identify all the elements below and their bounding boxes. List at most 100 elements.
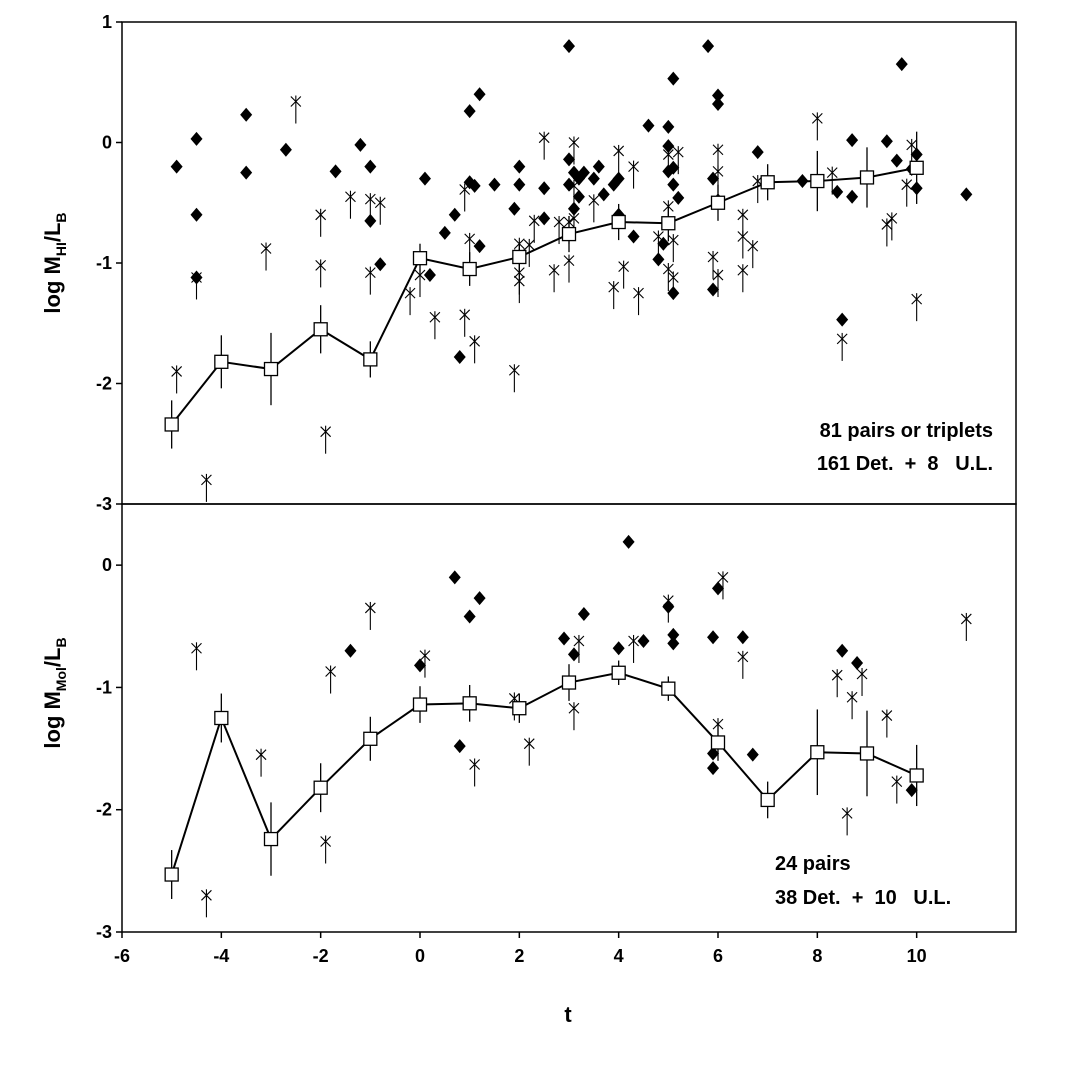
detection-point — [190, 207, 203, 222]
mean-point — [214, 354, 229, 369]
detection-point — [612, 641, 625, 656]
detection-point — [463, 104, 476, 119]
detection-point — [890, 153, 903, 168]
upper-limit-point — [747, 240, 759, 269]
mean-line — [170, 671, 918, 875]
upper-limit-point — [667, 234, 679, 263]
detection-point — [453, 349, 466, 364]
mean-point — [859, 746, 875, 761]
mean-point — [263, 831, 279, 847]
detection-point — [473, 591, 486, 606]
detection-point — [702, 39, 715, 54]
detection-point — [592, 159, 605, 174]
upper-limit-point — [846, 691, 858, 720]
detection-point — [667, 71, 680, 86]
upper-limit-point — [618, 260, 630, 289]
upper-limit-point — [588, 194, 600, 223]
mean-point — [909, 768, 924, 783]
mean-point — [909, 160, 924, 175]
y-tick-label: -3 — [96, 494, 112, 514]
upper-limit-point — [563, 254, 575, 283]
upper-limit-point — [201, 473, 212, 502]
x-tick-label: 0 — [415, 946, 425, 966]
detection-point — [622, 534, 635, 549]
upper-limit-point — [538, 131, 550, 160]
detection-point — [170, 159, 183, 174]
y-axis-title-top: log MHI/LB — [40, 212, 69, 313]
detection-point — [329, 164, 342, 179]
mean-point — [462, 696, 477, 711]
mean-point — [363, 352, 378, 367]
mean-point — [412, 251, 428, 266]
x-axis-ticks — [121, 932, 918, 938]
detection-point — [667, 286, 680, 301]
upper-limit-point — [255, 748, 267, 777]
upper-limit-point — [613, 144, 625, 173]
upper-limit-point — [429, 311, 441, 340]
detection-point — [846, 189, 859, 204]
detection-point — [567, 201, 580, 216]
x-tick-label: 4 — [614, 946, 624, 966]
detection-point — [423, 268, 436, 283]
upper-limit-point — [364, 266, 376, 295]
detection-point — [558, 631, 571, 646]
upper-limit-point — [717, 571, 729, 600]
mean-point — [810, 745, 825, 760]
detection-point — [707, 630, 720, 645]
detection-point — [513, 177, 526, 192]
y-tick-label: 1 — [102, 12, 112, 32]
upper-limit-point — [325, 665, 336, 694]
detection-point — [642, 118, 655, 133]
upper-limit-point — [881, 709, 893, 738]
detection-point — [672, 190, 685, 205]
detection-point — [846, 133, 859, 148]
detection-point — [960, 187, 973, 202]
upper-limit-point — [856, 667, 868, 696]
detection-point — [836, 312, 849, 327]
upper-limit-point — [672, 146, 684, 175]
x-tick-label: 6 — [713, 946, 723, 966]
detections-top — [170, 39, 973, 364]
mean-point — [164, 867, 179, 882]
detection-point — [279, 142, 292, 157]
detection-point — [667, 636, 680, 651]
y-title-top-sub: HI — [53, 242, 69, 256]
upper-limit-point — [469, 335, 481, 364]
mean-point — [810, 173, 825, 189]
detection-point — [667, 177, 680, 192]
detection-point — [463, 609, 476, 624]
detection-point — [712, 88, 724, 103]
upper-limit-point — [633, 287, 644, 316]
mean-point — [611, 214, 626, 230]
detection-point — [473, 87, 486, 102]
upper-limit-point — [628, 634, 639, 663]
detection-point — [563, 39, 575, 54]
y-title-bottom-main: log M — [40, 691, 65, 748]
detection-point — [567, 647, 580, 662]
panel-top-hi: 1 0 -1 -2 -3 log MHI/LB 81 pairs or triplets… — [40, 12, 1017, 514]
detection-point — [563, 177, 575, 192]
upper-limit-point — [201, 889, 212, 918]
upper-limit-point — [290, 95, 302, 124]
mean-point — [363, 731, 378, 746]
upper-limit-point — [901, 178, 913, 207]
detection-point — [572, 189, 585, 204]
detection-point — [538, 181, 551, 196]
mean-series-bottom — [164, 660, 924, 899]
mean-series-top — [164, 131, 924, 449]
detection-point — [438, 225, 451, 240]
x-tick-label: -2 — [313, 946, 329, 966]
x-tick-label: -6 — [114, 946, 130, 966]
upper-limit-point — [315, 208, 327, 237]
detection-point — [612, 171, 625, 186]
upper-limit-point — [459, 308, 471, 337]
detection-point — [880, 134, 893, 149]
annotation-bottom-line2: 38 Det. + 10 U.L. — [775, 887, 951, 909]
mean-point — [512, 249, 527, 265]
upper-limit-point — [886, 212, 898, 241]
detection-point — [707, 171, 720, 186]
upper-limit-point — [568, 702, 580, 731]
detection-point — [448, 570, 461, 585]
detection-point — [414, 658, 426, 673]
mean-point — [512, 701, 527, 716]
